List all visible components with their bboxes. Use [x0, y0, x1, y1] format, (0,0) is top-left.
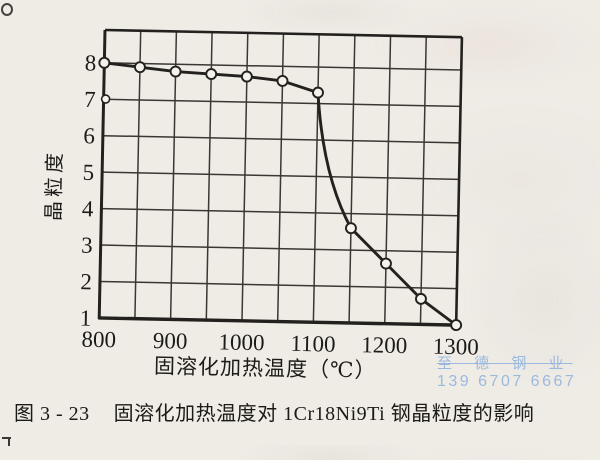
y-tick-label: 5 — [82, 160, 94, 185]
grid-line-vertical — [312, 34, 320, 323]
scanned-book-page: { "chart_data": { "type": "line", "title… — [0, 0, 600, 446]
data-point — [134, 61, 146, 74]
grid-line-vertical — [134, 30, 142, 319]
grid-line-vertical — [384, 35, 392, 324]
grid-line-horizontal — [103, 98, 461, 108]
y-tick-label: 6 — [83, 123, 95, 148]
data-point — [240, 70, 253, 83]
y-axis-line — [97, 29, 107, 319]
watermark-company: 至 德 钢 业 — [437, 355, 573, 372]
grid-line-vertical — [419, 36, 427, 325]
data-point — [415, 292, 427, 305]
x-tick-label: 1300 — [432, 334, 478, 360]
plot-border-top — [104, 28, 462, 39]
ticks-layer: 800 900 1000 1100 1200 1300 1 2 3 4 5 6 7 8 — [79, 50, 478, 360]
plot-border-right — [454, 37, 464, 326]
watermark-phone: 139 6707 6667 — [437, 372, 577, 390]
data-point — [169, 65, 182, 78]
series-layer — [98, 56, 463, 332]
data-point — [450, 319, 463, 332]
y-tick-label: 2 — [80, 269, 92, 294]
y-tick-label: 3 — [81, 233, 93, 258]
data-point — [345, 222, 357, 235]
page-hole-mark — [1, 3, 13, 16]
grid-line-horizontal — [102, 134, 460, 144]
y-axis-title: 晶粒度 — [42, 149, 66, 221]
x-tick-label: 1000 — [218, 329, 264, 355]
y-tick-label: 4 — [82, 196, 94, 221]
figure-title: 固溶化加热温度对 1Cr18Ni9Ti 钢晶粒度的影响 — [113, 403, 535, 425]
watermark: 至 德 钢 业 139 6707 6667 — [437, 355, 577, 390]
data-point — [205, 68, 218, 81]
x-tick-label: 1100 — [290, 331, 336, 357]
data-point — [380, 257, 392, 270]
grid-line-horizontal — [104, 62, 462, 71]
grid-layer — [98, 29, 463, 326]
data-point — [312, 86, 324, 99]
grid-line-vertical — [205, 32, 213, 321]
x-tick-label: 900 — [153, 328, 188, 354]
axis-artifact-circle — [100, 94, 111, 104]
grid-line-vertical — [348, 35, 356, 323]
grid-line-horizontal — [100, 244, 458, 253]
y-tick-label: 7 — [84, 87, 96, 112]
x-tick-label: 1200 — [361, 332, 407, 358]
x-axis-title: 固溶化加热温度（℃） — [154, 354, 377, 382]
y-tick-label: 8 — [85, 50, 97, 75]
grid-line-horizontal — [99, 280, 457, 290]
data-point — [276, 75, 289, 87]
x-tick-label: 800 — [81, 327, 116, 353]
y-tick-label: 1 — [79, 306, 91, 331]
figure-number: 图 3 - 23 — [14, 403, 90, 425]
axes-layer — [97, 28, 464, 327]
x-axis-line — [98, 316, 458, 327]
grid-line-horizontal — [101, 207, 459, 217]
figure-caption: 图 3 - 23 固溶化加热温度对 1Cr18Ni9Ti 钢晶粒度的影响 — [14, 397, 574, 426]
grid-line-horizontal — [102, 171, 460, 181]
grid-line-vertical — [169, 31, 178, 320]
data-point — [98, 56, 111, 69]
page-edge-mark — [2, 436, 14, 446]
